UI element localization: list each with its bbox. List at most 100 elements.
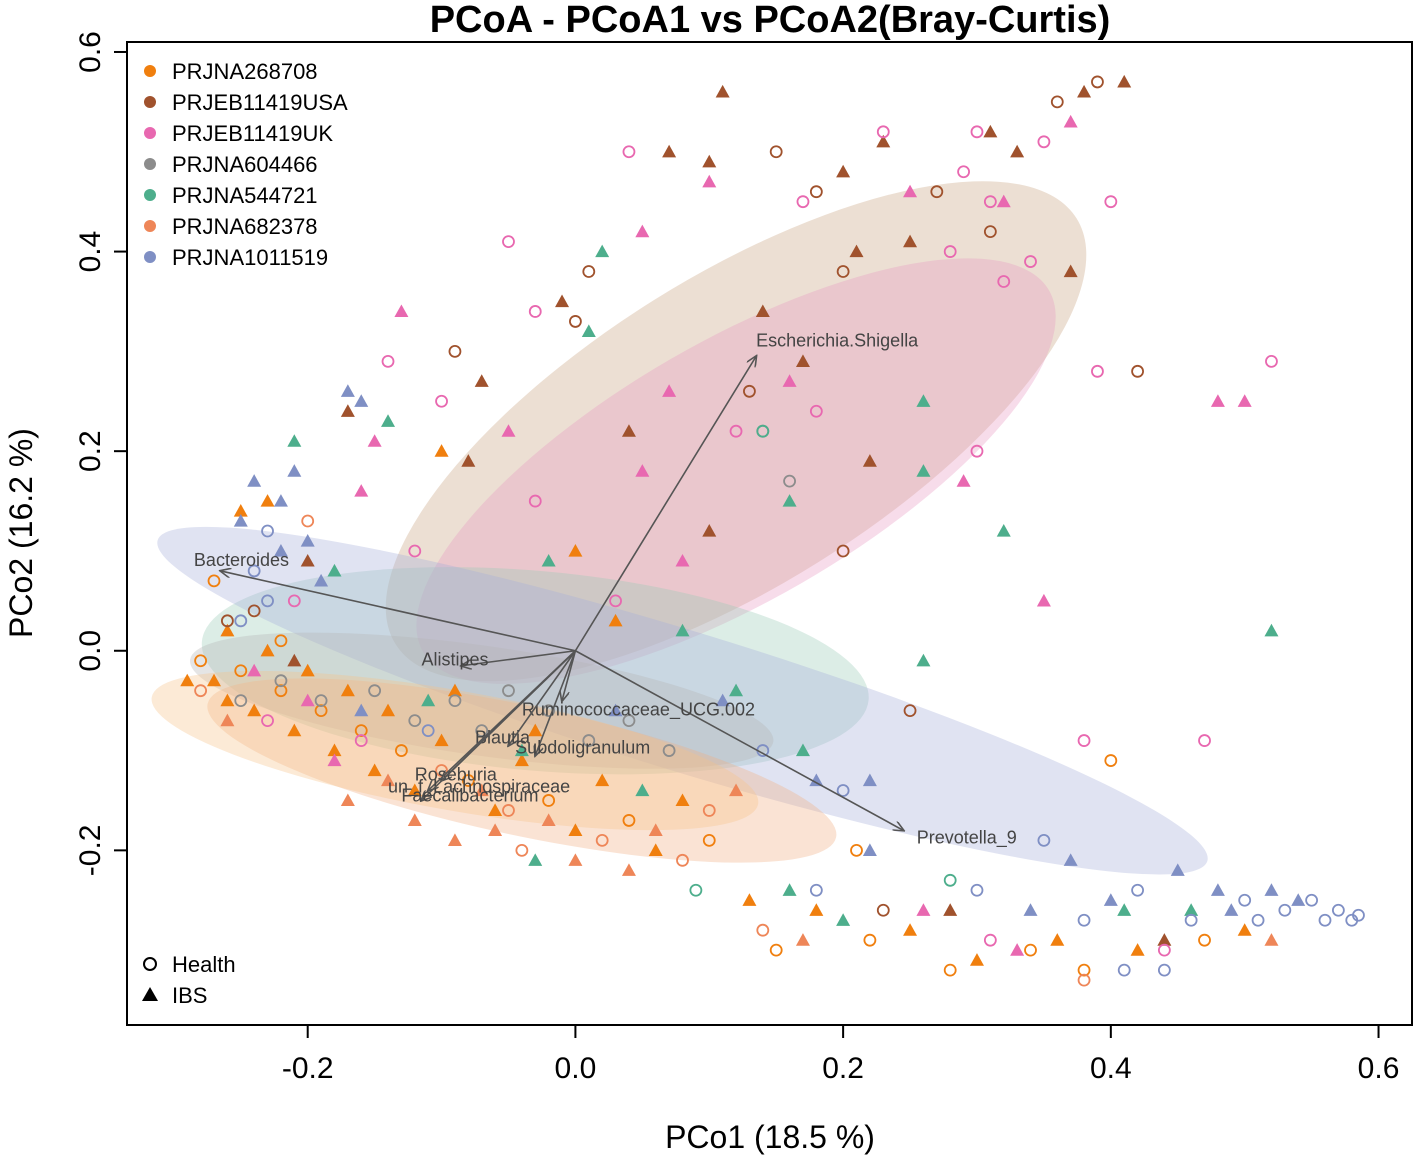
point-prjna268708-ibs bbox=[260, 643, 275, 657]
point-prjna1011519-health bbox=[1184, 913, 1198, 927]
point-prjeb11419usa-health bbox=[1091, 75, 1104, 89]
point-prjeb11419uk-health bbox=[1037, 135, 1051, 149]
point-prjna544721-ibs bbox=[514, 743, 529, 757]
point-prjeb11419uk-health bbox=[1265, 354, 1278, 368]
point-prjna268708-health bbox=[274, 634, 288, 648]
point-prjna1011519-health bbox=[1352, 908, 1365, 922]
point-prjna544721-ibs bbox=[996, 524, 1011, 537]
point-prjeb11419uk-health bbox=[970, 125, 984, 139]
x-axis-title: PCo1 (18.5 %) bbox=[665, 1119, 875, 1155]
point-prjna1011519-ibs bbox=[354, 394, 369, 407]
point-prjna268708-health bbox=[1104, 754, 1118, 767]
point-prjeb11419usa-ibs bbox=[943, 903, 958, 916]
point-prjeb11419usa-health bbox=[1050, 95, 1064, 109]
point-prjna1011519-ibs bbox=[1103, 893, 1118, 906]
point-prjna268708-health bbox=[622, 814, 636, 827]
point-prjna682378-ibs bbox=[407, 813, 422, 827]
point-prjna682378-health bbox=[756, 923, 770, 937]
ellipse-prjna268708 bbox=[151, 670, 759, 831]
vector-arrow-prevotella-9 bbox=[575, 650, 903, 831]
point-prjna268708-ibs bbox=[327, 743, 342, 757]
legend-shape-health-icon bbox=[143, 957, 157, 971]
point-prjeb11419uk-health bbox=[1024, 255, 1037, 268]
point-prjna268708-health bbox=[850, 843, 863, 857]
point-prjna268708-ibs bbox=[608, 613, 623, 627]
point-prjna268708-health bbox=[542, 794, 556, 807]
point-prjna1011519-health bbox=[247, 564, 261, 578]
point-prjna1011519-health bbox=[1251, 913, 1265, 927]
point-prjna1011519-health bbox=[970, 883, 984, 897]
legend-label-health: Health bbox=[172, 952, 236, 977]
point-prjna268708-ibs bbox=[260, 494, 275, 507]
point-prjna544721-ibs bbox=[1264, 623, 1279, 637]
point-prjeb11419usa-ibs bbox=[702, 154, 717, 168]
point-prjna544721-ibs bbox=[795, 743, 810, 757]
point-prjna268708-ibs bbox=[220, 623, 235, 637]
point-prjna268708-health bbox=[207, 574, 221, 588]
point-prjeb11419uk-ibs bbox=[501, 424, 516, 437]
y-tick-label: 0.6 bbox=[74, 31, 107, 73]
point-prjna604466-health bbox=[448, 694, 462, 708]
point-prjeb11419usa-health bbox=[876, 903, 890, 917]
point-prjeb11419uk-ibs bbox=[996, 194, 1011, 208]
point-prjna1011519-ibs bbox=[1264, 883, 1279, 896]
point-prjna682378-ibs bbox=[488, 823, 503, 836]
point-prjna1011519-ibs bbox=[273, 543, 288, 557]
point-prjna682378-health bbox=[595, 833, 609, 847]
point-prjna1011519-ibs bbox=[340, 384, 355, 397]
ellipse-prjna1011519 bbox=[157, 526, 1208, 875]
point-prjna268708-ibs bbox=[300, 663, 315, 677]
point-prjeb11419uk-health bbox=[528, 494, 542, 508]
chart-title: PCoA - PCoA1 vs PCoA2(Bray-Curtis) bbox=[430, 0, 1111, 41]
point-prjna1011519-health bbox=[1157, 963, 1171, 977]
point-prjna1011519-ibs bbox=[862, 843, 877, 856]
vector-arrow-blautia bbox=[508, 650, 577, 746]
point-prjeb11419uk-ibs bbox=[903, 184, 918, 198]
point-prjna682378-ibs bbox=[648, 823, 663, 836]
legend-label-prjna268708: PRJNA268708 bbox=[172, 59, 318, 84]
point-prjna682378-ibs bbox=[340, 793, 355, 807]
point-prjna268708-ibs bbox=[1237, 923, 1252, 936]
point-prjeb11419uk-ibs bbox=[635, 464, 650, 477]
point-prjna268708-health bbox=[1077, 963, 1091, 977]
point-prjna268708-ibs bbox=[675, 793, 690, 807]
point-prjna268708-ibs bbox=[367, 763, 382, 777]
point-prjna268708-health bbox=[769, 943, 783, 957]
point-prjeb11419uk-health bbox=[1157, 943, 1171, 957]
point-prjna268708-ibs bbox=[447, 683, 462, 697]
point-prjeb11419usa-ibs bbox=[702, 524, 717, 537]
legend-label-prjna604466: PRJNA604466 bbox=[172, 152, 318, 177]
x-tick-label: 0.4 bbox=[1090, 1052, 1132, 1085]
point-prjeb11419usa-ibs bbox=[849, 244, 864, 258]
point-prjna682378-ibs bbox=[568, 853, 583, 866]
point-prjeb11419usa-ibs bbox=[862, 454, 877, 467]
point-prjna268708-ibs bbox=[207, 673, 222, 687]
point-prjna544721-health bbox=[689, 883, 703, 897]
axes: -0.2 0.0 0.2 0.4 0.6 -0.2 0.0 0.2 0.4 0.6 bbox=[74, 31, 1399, 1085]
point-prjeb11419usa-health bbox=[809, 185, 823, 199]
x-tick-label: -0.2 bbox=[282, 1052, 334, 1085]
point-prjna268708-ibs bbox=[514, 753, 529, 767]
point-prjna268708-ibs bbox=[220, 693, 235, 707]
point-prjna268708-ibs bbox=[568, 543, 583, 557]
point-prjeb11419usa-health bbox=[1131, 364, 1144, 378]
point-prjeb11419uk-ibs bbox=[327, 753, 342, 767]
point-prjna268708-health bbox=[354, 724, 368, 737]
point-prjna544721-ibs bbox=[1184, 903, 1199, 916]
point-prjeb11419usa-health bbox=[769, 145, 783, 159]
point-prjna1011519-ibs bbox=[273, 494, 288, 507]
point-prjeb11419uk-health bbox=[997, 275, 1011, 288]
point-prjeb11419usa-health bbox=[983, 225, 997, 239]
point-prjna604466-health bbox=[783, 474, 796, 488]
point-prjna682378-ibs bbox=[220, 713, 235, 727]
point-prjna682378-health bbox=[502, 804, 515, 817]
point-prjeb11419uk-ibs bbox=[367, 434, 382, 447]
point-prjna1011519-health bbox=[1318, 913, 1332, 927]
point-prjeb11419uk-ibs bbox=[1063, 114, 1078, 128]
point-prjeb11419usa-ibs bbox=[287, 653, 302, 667]
vector-label-prevotella-9: Prevotella_9 bbox=[917, 827, 1017, 848]
plot-frame bbox=[126, 41, 1413, 1026]
ellipse-prjna682378 bbox=[207, 678, 837, 863]
point-prjna544721-ibs bbox=[729, 683, 744, 697]
